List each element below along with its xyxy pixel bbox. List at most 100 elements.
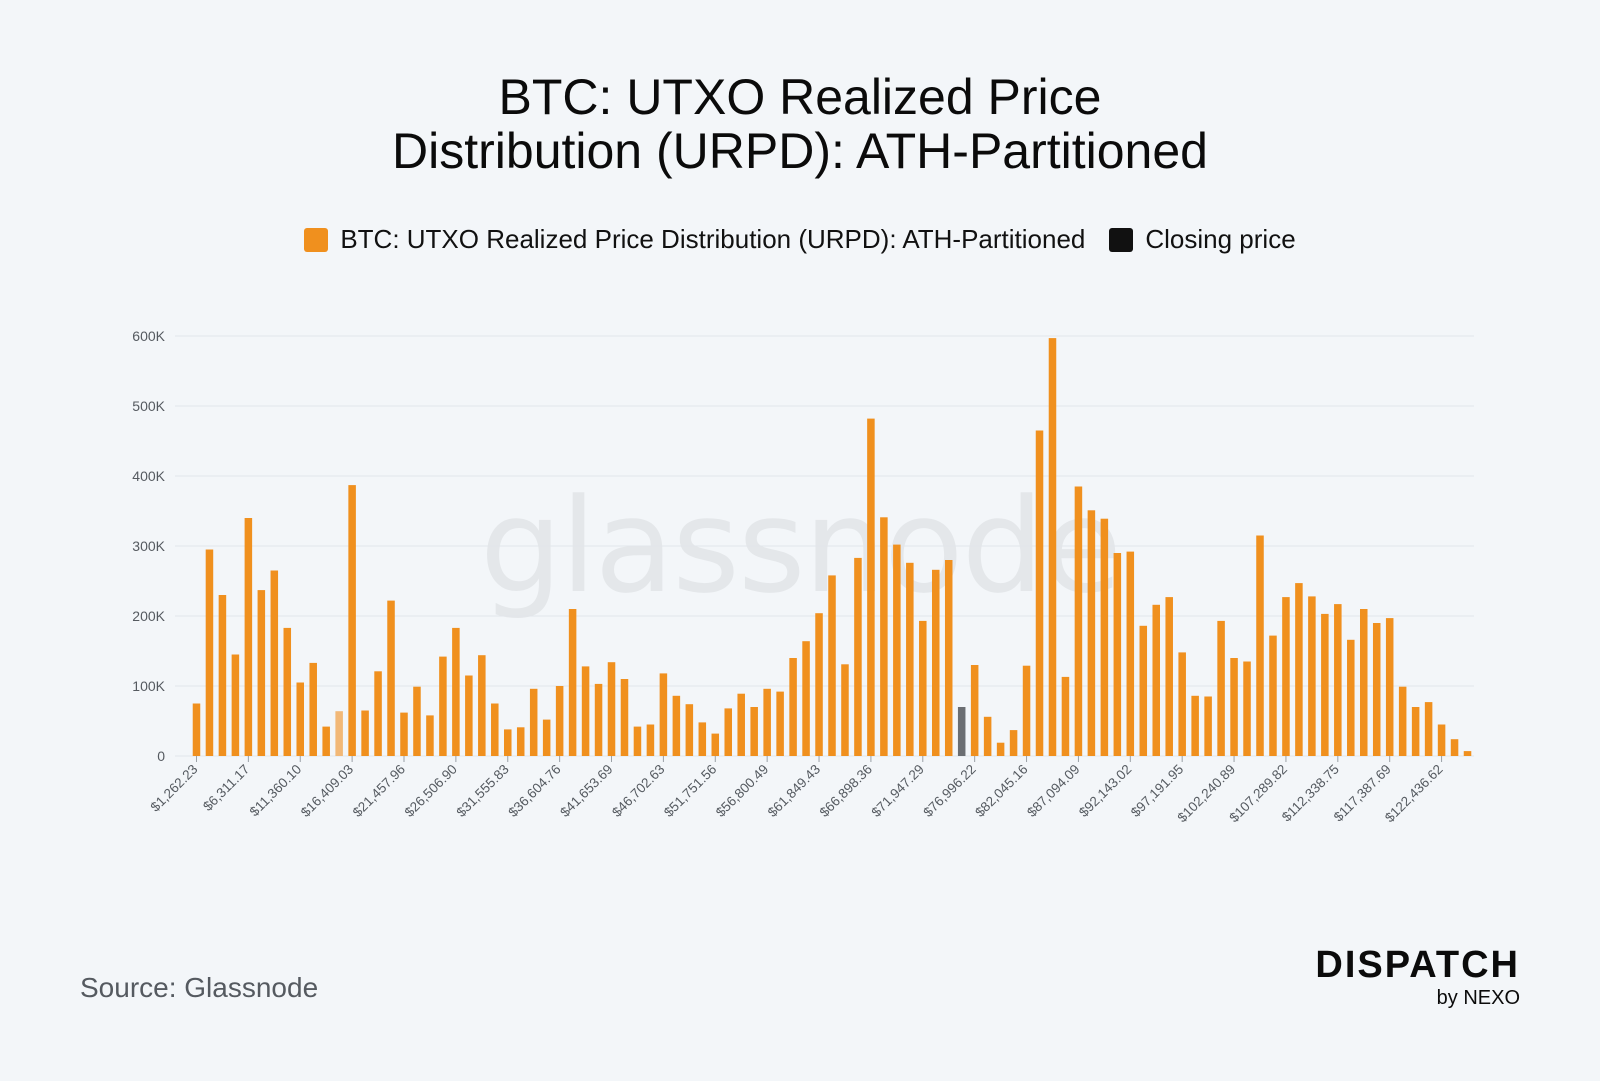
bar bbox=[1334, 604, 1342, 756]
x-tick-label: $16,409.03 bbox=[298, 762, 356, 820]
legend-item-series[interactable]: BTC: UTXO Realized Price Distribution (U… bbox=[304, 224, 1085, 255]
brand-logo: DISPATCH by NEXO bbox=[1252, 945, 1520, 1011]
bar bbox=[1009, 730, 1018, 756]
bar bbox=[1398, 686, 1407, 756]
bar bbox=[335, 711, 343, 756]
bar bbox=[1437, 724, 1446, 756]
bar bbox=[1152, 604, 1161, 756]
bar bbox=[529, 688, 538, 756]
bar bbox=[322, 726, 330, 756]
bar bbox=[1191, 695, 1199, 756]
bar bbox=[685, 704, 694, 756]
bar bbox=[1113, 553, 1122, 756]
bar bbox=[698, 722, 707, 756]
bar bbox=[970, 665, 979, 756]
x-tick-label: $76,996.22 bbox=[920, 762, 978, 820]
bar bbox=[750, 707, 758, 756]
bar bbox=[1165, 597, 1173, 756]
legend-label-closing-price: Closing price bbox=[1145, 224, 1296, 254]
bar bbox=[1074, 486, 1083, 756]
bar bbox=[1321, 613, 1329, 756]
bar bbox=[828, 575, 836, 756]
legend-swatch-closing-price bbox=[1109, 227, 1134, 252]
bar bbox=[1230, 658, 1238, 756]
x-tick-label: $1,262.23 bbox=[148, 762, 201, 815]
bar bbox=[737, 693, 745, 756]
bar bbox=[1295, 583, 1303, 756]
bar bbox=[944, 560, 953, 756]
bar bbox=[1178, 652, 1186, 756]
bar bbox=[348, 485, 356, 756]
x-tick-label: $71,947.29 bbox=[869, 762, 927, 820]
bar bbox=[776, 691, 784, 756]
chart-title-line2: Distribution (URPD): ATH-Partitioned bbox=[392, 123, 1208, 179]
x-tick-label: $21,457.96 bbox=[350, 762, 408, 820]
bar bbox=[192, 703, 201, 756]
x-tick-label: $61,849.43 bbox=[765, 762, 823, 820]
x-tick-label: $26,506.90 bbox=[402, 762, 460, 820]
bar bbox=[452, 627, 460, 756]
x-tick-label: $11,360.10 bbox=[247, 762, 305, 820]
bar bbox=[1087, 510, 1096, 756]
y-tick-label: 0 bbox=[157, 748, 165, 764]
bar bbox=[231, 654, 240, 756]
bar bbox=[672, 695, 681, 756]
y-tick-label: 400K bbox=[132, 468, 165, 484]
bar bbox=[867, 418, 875, 756]
bar bbox=[594, 683, 603, 756]
bar bbox=[400, 712, 408, 756]
bar bbox=[283, 627, 292, 756]
y-tick-label: 500K bbox=[132, 398, 165, 414]
bar bbox=[893, 544, 901, 756]
x-tick-label: $46,702.63 bbox=[609, 762, 667, 820]
bar bbox=[1463, 751, 1472, 756]
y-tick-label: 300K bbox=[132, 538, 165, 554]
bar bbox=[439, 656, 447, 756]
legend-label-series: BTC: UTXO Realized Price Distribution (U… bbox=[340, 224, 1086, 254]
bar bbox=[1061, 676, 1070, 756]
x-tick-label: $31,555.83 bbox=[453, 762, 511, 820]
bar bbox=[711, 733, 720, 756]
bar bbox=[659, 673, 668, 756]
bar bbox=[257, 590, 266, 756]
x-tick-label: $51,751.56 bbox=[661, 762, 719, 820]
bar bbox=[491, 703, 499, 756]
bar bbox=[542, 719, 551, 756]
chart-legend: BTC: UTXO Realized Price Distribution (U… bbox=[0, 224, 1600, 255]
legend-swatch-series bbox=[304, 227, 329, 252]
bar bbox=[1022, 665, 1031, 756]
y-tick-label: 200K bbox=[132, 608, 165, 624]
bar bbox=[478, 655, 486, 756]
bar bbox=[906, 562, 914, 756]
bar bbox=[1385, 618, 1394, 756]
bar bbox=[919, 620, 927, 756]
legend-item-closing-price[interactable]: Closing price bbox=[1109, 224, 1296, 255]
bar bbox=[983, 716, 992, 756]
bar bbox=[581, 666, 590, 756]
x-tick-label: $66,898.36 bbox=[817, 762, 875, 820]
bar bbox=[1139, 625, 1148, 756]
bar bbox=[854, 557, 862, 756]
bar bbox=[1204, 696, 1212, 756]
bar bbox=[1424, 702, 1433, 756]
bar bbox=[1450, 739, 1459, 756]
bar bbox=[802, 641, 810, 756]
bar bbox=[1100, 518, 1109, 756]
y-tick-label: 100K bbox=[132, 678, 165, 694]
bar bbox=[1411, 707, 1420, 756]
chart-title-line1: BTC: UTXO Realized Price bbox=[498, 69, 1102, 125]
bar bbox=[516, 727, 525, 756]
x-tick-label: $92,143.02 bbox=[1076, 762, 1134, 820]
bar bbox=[763, 688, 771, 756]
bar bbox=[789, 658, 797, 756]
brand-name: DISPATCH bbox=[1315, 944, 1520, 986]
closing-price-bar bbox=[957, 707, 966, 756]
bar bbox=[270, 570, 279, 756]
x-tick-label: $41,653.69 bbox=[557, 762, 615, 820]
bar bbox=[1308, 596, 1316, 756]
bar bbox=[880, 517, 888, 756]
bar bbox=[205, 549, 214, 756]
x-tick-label: $87,094.09 bbox=[1024, 762, 1082, 820]
bar bbox=[1269, 635, 1277, 756]
brand-subtitle: by NEXO bbox=[1436, 987, 1520, 1009]
